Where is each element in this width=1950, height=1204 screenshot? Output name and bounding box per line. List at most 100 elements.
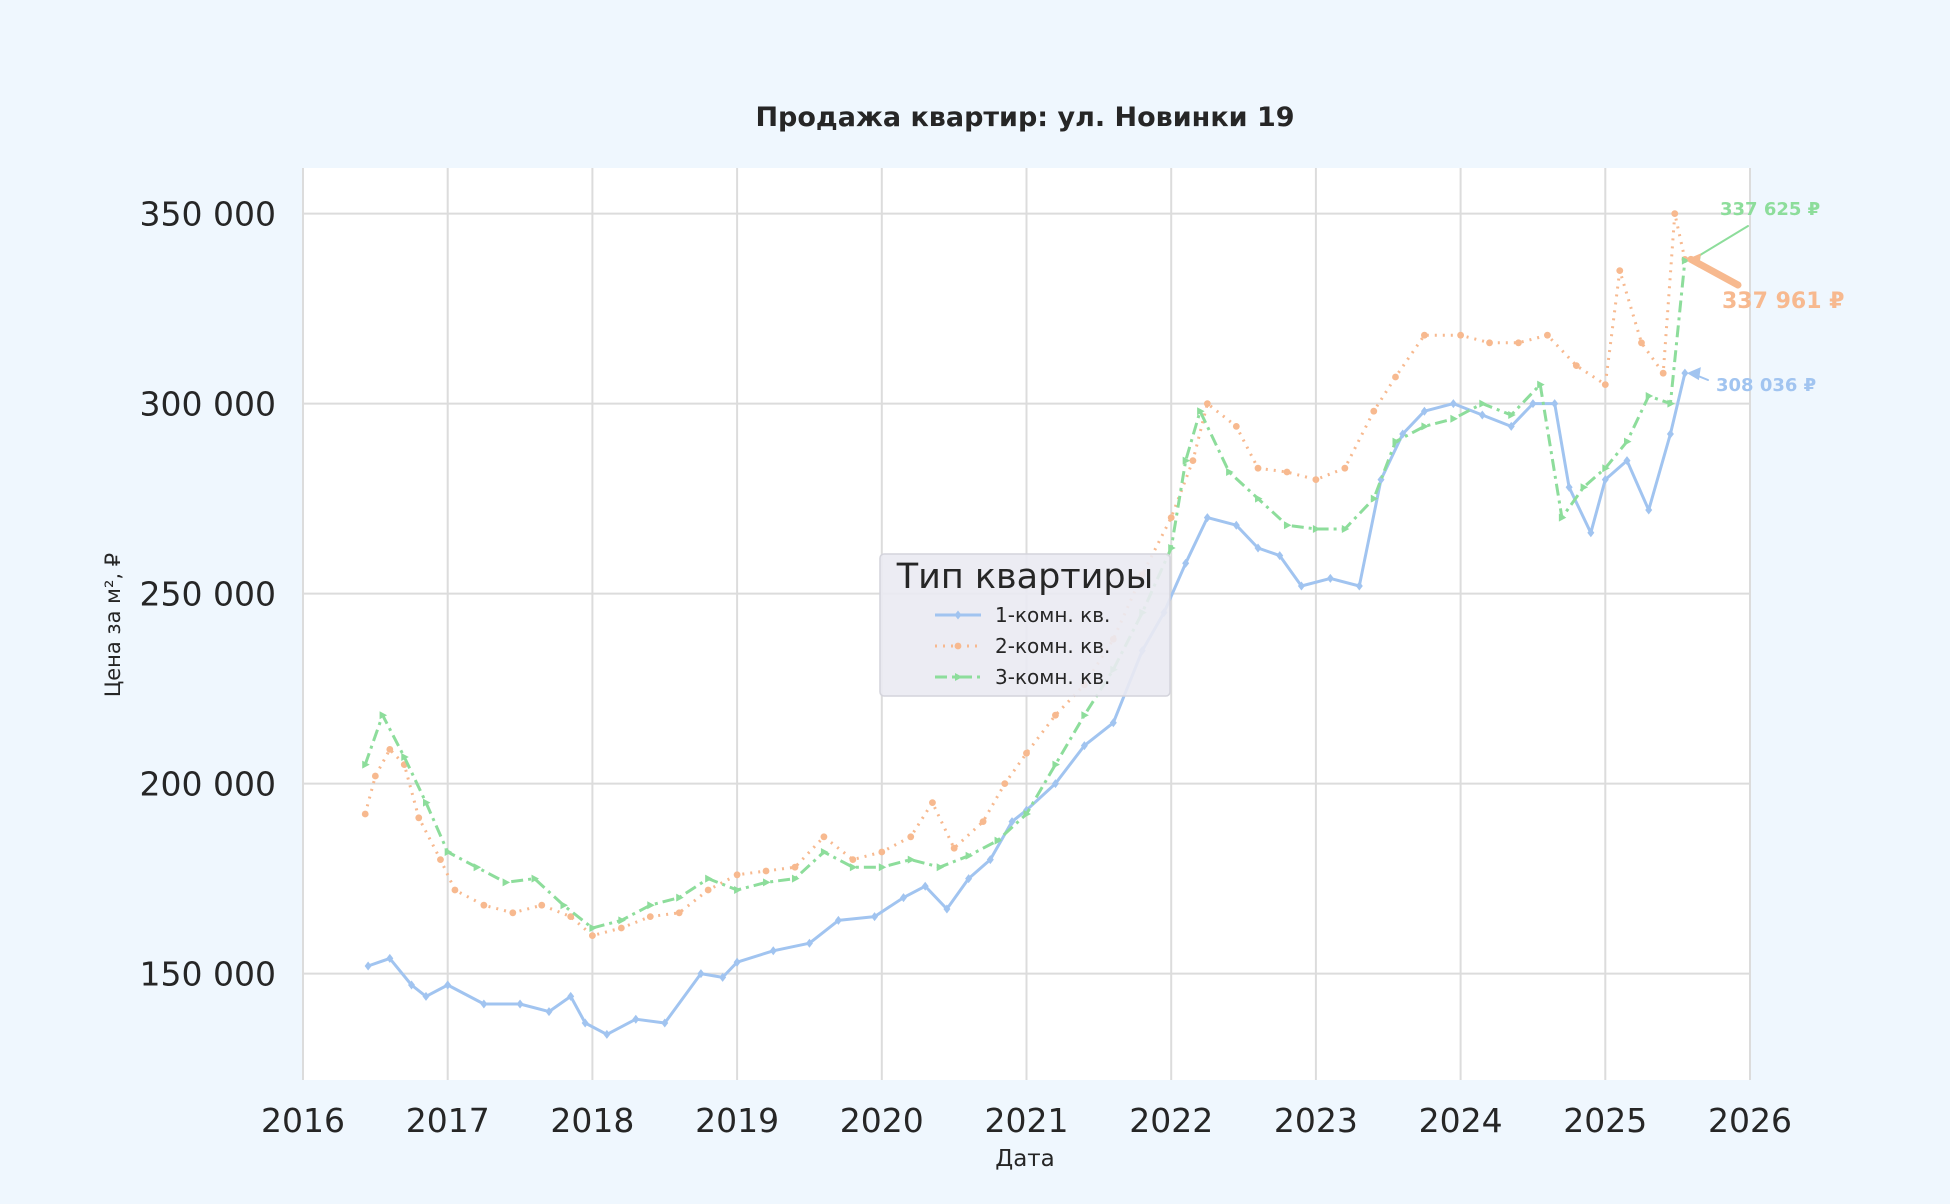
data-point <box>1341 464 1349 472</box>
data-point <box>1392 373 1399 381</box>
data-point <box>849 863 858 872</box>
data-point <box>834 915 842 925</box>
data-point <box>1182 558 1190 568</box>
data-point <box>444 980 452 990</box>
data-point <box>878 863 887 872</box>
data-point <box>719 972 727 982</box>
data-point <box>1283 468 1291 476</box>
data-point <box>907 855 916 864</box>
data-point <box>1052 711 1059 719</box>
data-point <box>1508 411 1516 419</box>
data-point <box>1507 421 1515 431</box>
legend-title: Тип квартиры <box>896 557 1154 597</box>
data-point <box>1326 573 1334 583</box>
data-point <box>1558 513 1567 522</box>
data-point <box>1109 718 1117 728</box>
data-point <box>603 1029 611 1039</box>
annotation-arrowhead <box>1686 367 1701 381</box>
data-point <box>705 874 713 883</box>
data-point <box>415 814 423 822</box>
tick-layer: 2016 2017 2018 2019 2020 2021 2022 2023 2024 2025… <box>140 195 1792 1140</box>
data-point <box>1486 339 1493 347</box>
data-point <box>1421 331 1428 339</box>
data-point <box>1580 483 1589 492</box>
data-point <box>1681 256 1690 265</box>
y-tick-label: 200 000 <box>140 765 276 804</box>
data-point <box>1283 521 1292 530</box>
data-point <box>386 953 394 963</box>
y-tick-label: 350 000 <box>140 195 276 234</box>
data-point <box>560 901 568 910</box>
data-point <box>1623 456 1631 466</box>
data-point <box>1421 422 1429 431</box>
x-tick-label: 2024 <box>1419 1101 1503 1140</box>
data-point <box>954 610 962 620</box>
data-point <box>661 1018 669 1028</box>
data-point <box>1450 414 1458 423</box>
legend: Тип квартиры 1-комн. кв. 2-комн. кв. 3-ком… <box>879 553 1171 697</box>
data-point <box>1167 514 1175 521</box>
x-tick-label: 2020 <box>840 1101 924 1140</box>
x-tick-label: 2016 <box>261 1101 345 1140</box>
x-axis-label: Дата <box>995 1146 1055 1172</box>
data-point <box>965 851 974 860</box>
y-axis-label: Цена за м², ₽ <box>101 553 125 697</box>
data-point <box>1255 494 1263 503</box>
data-point <box>632 1014 640 1024</box>
data-point <box>480 901 488 909</box>
data-point <box>408 980 416 990</box>
data-point <box>1001 780 1009 787</box>
data-point <box>1392 437 1400 446</box>
data-point <box>1399 429 1407 439</box>
data-point <box>1232 520 1240 530</box>
data-point <box>791 863 799 871</box>
data-point <box>589 932 596 939</box>
annotation-layer: 337 625 ₽ 337 961 ₽ 308 036 ₽ <box>1686 199 1844 396</box>
data-point <box>1203 513 1211 523</box>
data-point <box>994 836 1003 845</box>
data-point <box>545 1007 553 1017</box>
data-point <box>1666 429 1674 439</box>
data-point <box>1355 581 1363 591</box>
x-tick-label: 2026 <box>1708 1101 1792 1140</box>
data-point <box>618 916 626 925</box>
data-point <box>437 856 444 863</box>
data-point <box>444 848 453 856</box>
legend-items: 1-комн. кв. 2-комн. кв. 3-комн. кв. <box>935 603 1110 689</box>
data-point <box>1420 406 1428 416</box>
data-point <box>734 886 742 894</box>
data-point <box>733 871 741 879</box>
data-point <box>1189 457 1197 464</box>
data-point <box>733 957 741 967</box>
data-point <box>1449 399 1457 409</box>
data-point <box>871 912 879 922</box>
data-point <box>820 833 828 841</box>
data-point <box>1659 369 1667 377</box>
series-2 <box>361 210 1689 939</box>
data-point <box>676 893 684 902</box>
annotation-label: 337 961 ₽ <box>1722 289 1844 314</box>
data-point <box>589 924 597 932</box>
series-layer <box>361 210 1690 1039</box>
data-point <box>1515 339 1522 347</box>
data-point <box>1051 779 1059 789</box>
data-point <box>791 874 800 883</box>
x-tick-label: 2023 <box>1274 1101 1358 1140</box>
series-3 <box>362 256 1690 932</box>
data-point <box>1226 468 1234 476</box>
data-point <box>362 760 370 769</box>
data-point <box>1681 368 1689 378</box>
data-point <box>1624 437 1632 446</box>
data-point <box>1479 399 1487 408</box>
annotation-label: 337 625 ₽ <box>1720 199 1820 220</box>
data-point <box>1203 400 1211 407</box>
annotation-arrowhead <box>1686 253 1701 267</box>
data-point <box>516 999 524 1009</box>
data-point <box>697 969 705 979</box>
data-point <box>1297 581 1305 591</box>
data-point <box>929 799 936 806</box>
data-point <box>1276 551 1284 561</box>
x-tick-label: 2017 <box>406 1101 490 1140</box>
data-point <box>1551 399 1559 409</box>
